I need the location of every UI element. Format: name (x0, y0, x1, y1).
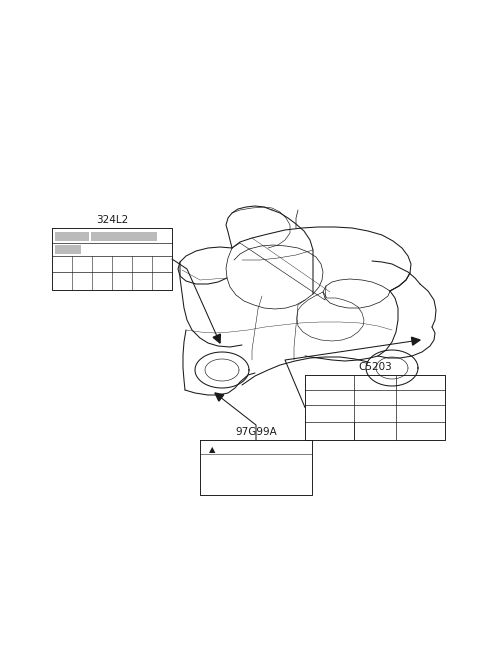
Text: 97G99A: 97G99A (235, 427, 277, 437)
Bar (55, 232, 89, 241)
Text: C5203: C5203 (358, 362, 392, 372)
Polygon shape (215, 393, 224, 401)
Polygon shape (411, 337, 420, 345)
Text: ▲: ▲ (209, 445, 215, 455)
Bar (55, 245, 82, 254)
Text: 324L2: 324L2 (96, 215, 128, 225)
Bar (91, 232, 157, 241)
Polygon shape (213, 334, 220, 343)
